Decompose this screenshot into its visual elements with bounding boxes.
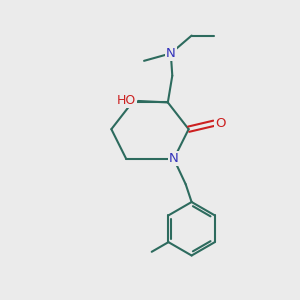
Text: N: N <box>166 47 176 60</box>
Text: HO: HO <box>117 94 136 107</box>
Text: O: O <box>215 117 226 130</box>
Text: N: N <box>169 152 179 165</box>
